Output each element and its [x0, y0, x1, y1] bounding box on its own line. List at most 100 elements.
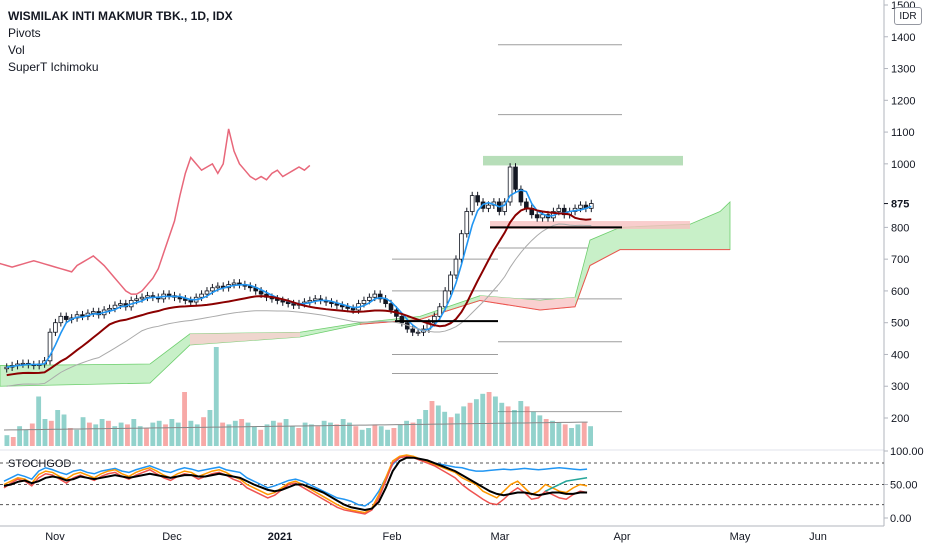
volume-bar: [125, 424, 130, 446]
stop-zone-red: [490, 221, 690, 229]
volume-bar: [429, 401, 435, 446]
candle-body: [215, 285, 221, 289]
volume-bar: [378, 426, 384, 446]
time-tick-label: Jun: [809, 531, 827, 543]
volume-bar: [55, 410, 61, 446]
osc-series-line: [3, 455, 588, 515]
volume-bar: [86, 422, 92, 446]
time-tick-label: Feb: [383, 531, 402, 543]
candle-body: [372, 293, 378, 298]
volume-bar: [486, 392, 492, 446]
chikou-line: [0, 128, 311, 295]
volume-bar: [334, 424, 340, 446]
price-axis-ticks: 200 300 400 500 600 700 800 1000 1100 1200 1300 140…: [884, 0, 924, 525]
candle-body: [134, 298, 139, 301]
volume-bar: [4, 435, 10, 446]
candle-body: [459, 233, 464, 260]
indicator-supert-ichimoku[interactable]: SuperT Ichimoku: [8, 60, 99, 74]
candle-body: [312, 298, 318, 301]
candle-body: [231, 282, 237, 285]
candle-body: [361, 300, 367, 305]
candle-body: [561, 207, 567, 216]
osc-tick-label: 50.00: [890, 480, 918, 492]
volume-bar: [67, 428, 73, 446]
candle-body: [188, 300, 194, 303]
volume-bar: [499, 402, 505, 446]
price-tick-label: 600: [891, 286, 909, 298]
price-tick-label: 200: [891, 413, 909, 425]
volume-bar: [188, 420, 194, 446]
indicator-pivots[interactable]: Pivots: [8, 26, 41, 40]
price-tick-label: 1000: [891, 159, 915, 171]
candle-body: [464, 211, 470, 235]
volume-bar: [391, 428, 397, 446]
candle-body: [437, 306, 443, 317]
volume-bar: [232, 420, 238, 446]
kijun-line: [6, 207, 592, 377]
volume-bar: [74, 429, 80, 446]
volume-bar: [524, 406, 530, 446]
volume-bar: [42, 419, 48, 446]
price-tick-label: 1100: [891, 127, 915, 139]
price-tick-label: 800: [891, 222, 909, 234]
volume-bar: [404, 420, 410, 446]
volume-bar: [328, 422, 333, 446]
volume-bar: [118, 422, 124, 446]
volume-bar: [131, 419, 137, 446]
volume-bar: [99, 419, 105, 446]
volume-bar: [315, 426, 321, 446]
candle-body: [502, 201, 507, 212]
currency-button[interactable]: IDR: [894, 7, 922, 25]
volume-bar: [505, 406, 511, 446]
volume-bar: [385, 429, 390, 446]
candle-body: [350, 307, 356, 311]
baseline-line: [6, 223, 592, 387]
osc-tick-label: 100.00: [890, 446, 924, 458]
volume-bar: [531, 411, 536, 446]
volume-bar: [270, 420, 276, 446]
candle-body: [507, 166, 513, 203]
candle-body: [377, 293, 383, 300]
volume-bar: [251, 426, 257, 446]
volume-bar: [442, 411, 448, 446]
candle-body: [63, 315, 69, 320]
volume-bar: [416, 419, 422, 446]
candle-body: [410, 328, 415, 333]
volume-bar: [556, 422, 562, 446]
volume-bar: [264, 424, 270, 446]
volume-bar: [550, 420, 555, 446]
volume-bar: [359, 429, 365, 446]
indicator-vol[interactable]: Vol: [8, 43, 25, 57]
volume-bars: [3, 347, 593, 446]
candle-body: [58, 315, 64, 324]
volume-bar: [302, 422, 308, 446]
osc-tick-label: 0.00: [890, 513, 911, 525]
candle-body: [367, 296, 372, 301]
volume-bar: [201, 417, 207, 446]
cloud-span-b: [359, 249, 730, 325]
time-tick-label: Dec: [162, 531, 182, 543]
candle-body: [107, 307, 112, 311]
price-tick-label: 1400: [891, 32, 915, 44]
volume-bar: [245, 422, 251, 446]
volume-bar: [10, 437, 16, 446]
volume-bar: [156, 420, 162, 446]
volume-bar: [213, 347, 219, 446]
cloud-bear-area: [190, 332, 300, 345]
volume-bar: [562, 424, 568, 446]
candle-body: [448, 274, 453, 292]
chart-title: WISMILAK INTI MAKMUR TBK., 1D, IDX: [8, 9, 233, 23]
volume-bar: [512, 410, 517, 446]
oscillator-label[interactable]: STOCHGOD: [8, 458, 72, 470]
candle-body: [210, 287, 215, 292]
candle-body: [91, 311, 96, 314]
volume-bar: [372, 424, 378, 446]
volume-bar: [182, 392, 187, 446]
osc-series-line: [3, 454, 588, 514]
time-tick-label: Nov: [45, 531, 65, 543]
target-zone-green: [483, 155, 683, 166]
volume-ma-line: [3, 421, 588, 431]
volume-bar: [48, 420, 54, 446]
